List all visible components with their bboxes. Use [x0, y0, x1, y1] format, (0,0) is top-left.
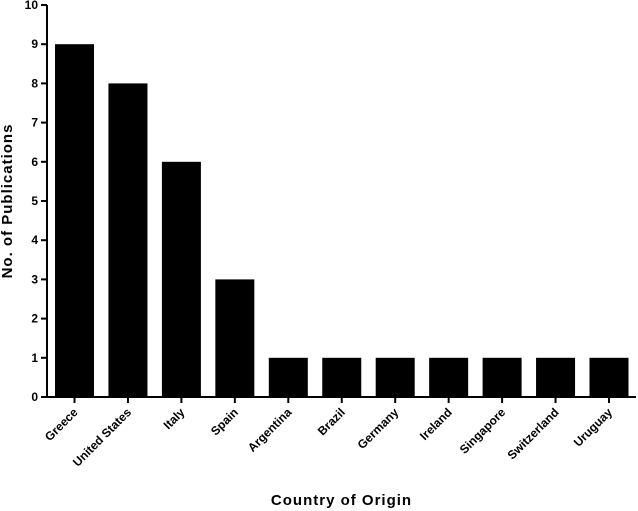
bar-argentina — [268, 357, 308, 397]
x-tick-label: Switzerland — [505, 405, 562, 462]
x-tick-label: Spain — [208, 405, 241, 438]
y-tick-label: 7 — [31, 116, 38, 130]
x-tick-label: Greece — [42, 405, 81, 444]
x-tick-label: Uruguay — [571, 405, 616, 450]
x-tick-label: Germany — [355, 405, 402, 452]
y-tick-label: 8 — [31, 76, 38, 90]
x-tick-label: Brazil — [315, 405, 348, 438]
y-tick-label: 1 — [31, 351, 38, 365]
y-tick-label: 10 — [25, 0, 39, 12]
bars — [55, 44, 629, 398]
x-tick-label: Argentina — [245, 405, 295, 455]
y-tick-label: 4 — [31, 233, 38, 247]
x-tick-label: Singapore — [457, 405, 509, 457]
bar-germany — [375, 357, 415, 397]
bar-ireland — [429, 357, 469, 397]
bar-brazil — [322, 357, 362, 397]
y-tick-label: 3 — [31, 272, 38, 286]
y-tick-label: 2 — [31, 312, 38, 326]
bar-singapore — [482, 357, 522, 397]
y-axis-title: No. of Publications — [0, 124, 16, 279]
x-tick-label: Italy — [161, 405, 188, 432]
x-axis-title: Country of Origin — [271, 492, 412, 509]
y-tick-label: 0 — [31, 390, 38, 404]
y-tick-label: 9 — [31, 37, 38, 51]
x-tick-label: Ireland — [417, 405, 455, 443]
bar-greece — [55, 44, 94, 397]
bar-italy — [161, 161, 201, 397]
y-tick-label: 5 — [31, 194, 38, 208]
bar-united-states — [108, 83, 148, 398]
bar-uruguay — [589, 357, 629, 397]
bar-switzerland — [536, 357, 576, 397]
bar-spain — [215, 279, 255, 397]
y-tick-label: 6 — [31, 155, 38, 169]
y-axis-ticks: 0 1 2 3 4 5 6 7 8 9 10 — [25, 0, 47, 404]
